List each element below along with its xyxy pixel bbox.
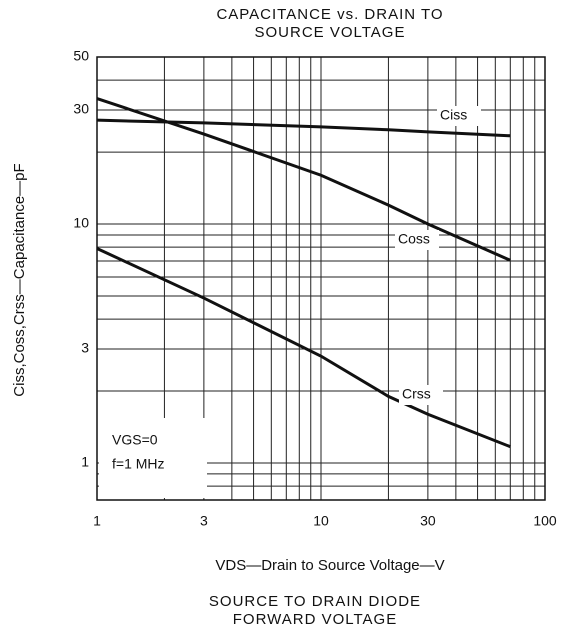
x-axis-label: VDS—Drain to Source Voltage—V [215,557,444,574]
chart-title: CAPACITANCE vs. DRAIN TO [216,6,443,23]
chart-title: SOURCE VOLTAGE [255,24,406,41]
x-tick-label: 10 [313,513,329,529]
series-line [96,118,511,138]
caption: SOURCE TO DRAIN DIODE [209,593,421,610]
series-label: Coss [398,231,430,247]
y-tick-label: 30 [73,101,89,117]
curves: Ciss Coss Crss [96,97,511,449]
x-tick-label: 3 [200,513,208,529]
y-tick-label: 50 [73,48,89,64]
y-tick-label: 1 [81,454,89,470]
y-axis-label: Ciss,Coss,Crss—Capacitance—pF [11,163,28,396]
annotation: VGS=0 [112,432,158,448]
x-tick-label: 30 [420,513,436,529]
grid [96,56,546,500]
series-label: Crss [402,386,431,402]
label-bg [399,385,443,405]
series-line [96,247,511,449]
label-bg [395,230,439,250]
caption: FORWARD VOLTAGE [233,611,397,628]
x-tick-label: 100 [533,513,557,529]
plot-frame [96,56,546,501]
annotation-box [99,418,207,498]
label-bg [437,106,481,126]
annotation: f=1 MHz [112,456,165,472]
series-line [96,97,511,262]
series-label: Ciss [440,107,467,123]
x-tick-label: 1 [93,513,101,529]
y-tick-label: 10 [73,215,89,231]
y-tick-label: 3 [81,340,89,356]
